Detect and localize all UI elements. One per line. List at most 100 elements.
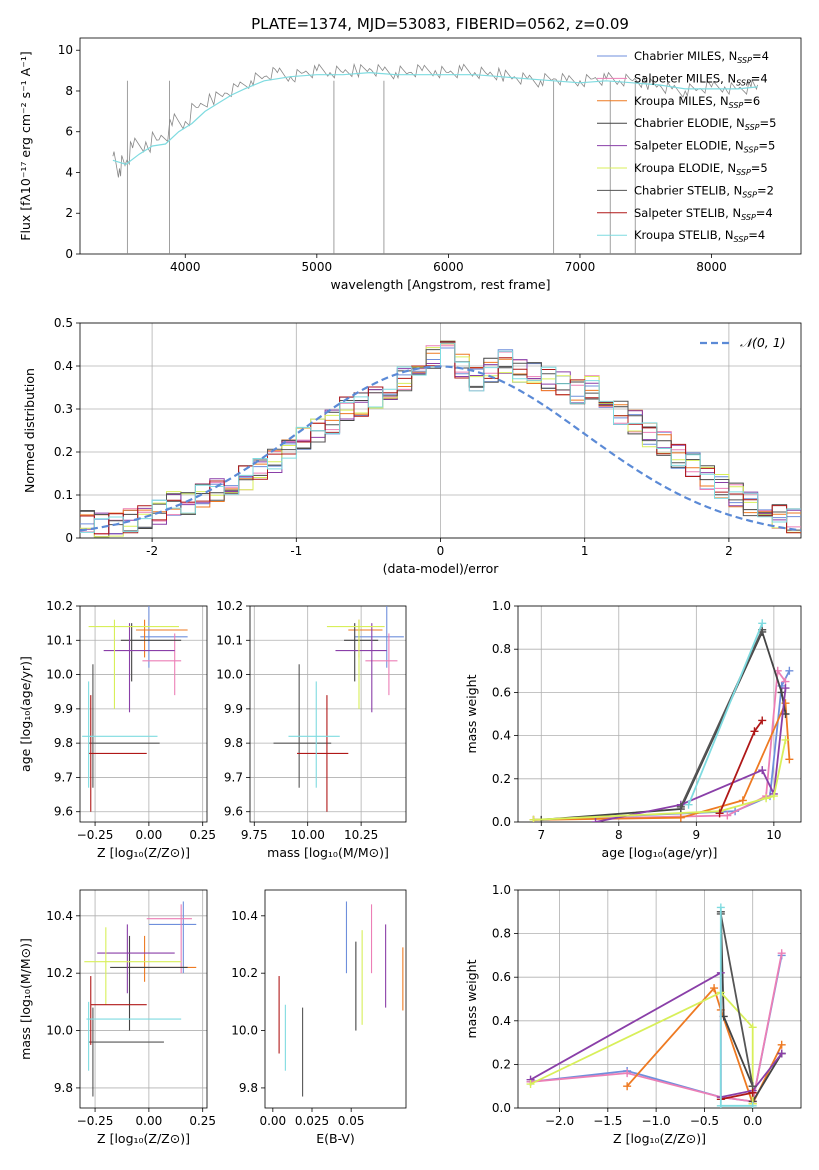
age-vs-z-plot: [82, 606, 188, 812]
y-tick-label: 9.9: [224, 702, 243, 716]
y-tick-label: 0.6: [492, 970, 511, 984]
mass-weight-marker: [748, 1101, 757, 1108]
spectrum-legend: Chabrier MILES, NSSP=4 Salpeter MILES, NS…: [597, 49, 776, 244]
y-tick-label: 0.3: [54, 402, 73, 416]
y-tick-label: 0.4: [54, 359, 73, 373]
y-tick-label: 9.8: [239, 1081, 258, 1095]
y-tick-label: 10.1: [216, 633, 243, 647]
y-tick-label: 0.6: [492, 685, 511, 699]
spectrum-xlabel: wavelength [Angstrom, rest frame]: [330, 277, 550, 292]
mass-weight-marker: [769, 792, 778, 801]
age-vs-mass-xlabel: mass [log₁₀(M/M⊙)]: [267, 845, 389, 860]
mass-weight-line-9: [687, 622, 764, 806]
mass-weight-vs-z-frame: [517, 889, 802, 1109]
y-tick-label: 0.2: [54, 445, 73, 459]
mass-weight-marker: [785, 666, 794, 675]
mass-weight-marker: [748, 1023, 757, 1032]
spectrum-ylabel: Flux [fλ10⁻¹⁷ erg cm⁻² s⁻¹ A⁻¹]: [18, 51, 33, 240]
observed-spectrum-line: [112, 62, 758, 178]
mass-weight-marker: [748, 1088, 757, 1097]
mass-vs-z-axes: −0.25 0.00 0.25 9.8 10.0 10.2 10.4 Z [log₁₀(Z/Z…: [18, 889, 216, 1146]
mass-weight-marker: [777, 1049, 786, 1058]
x-tick-label: -2: [146, 544, 158, 558]
y-tick-label: 10.4: [231, 909, 258, 923]
mass-weight-marker: [676, 802, 685, 811]
ebv-axes: 0.00 0.025 0.05 9.8 10.0 10.2 10.4 E(B-V): [231, 889, 407, 1146]
x-tick-label: −0.5: [690, 1114, 719, 1128]
y-tick-label: 10.4: [46, 909, 73, 923]
mass-weight-line-1: [533, 670, 791, 821]
x-tick-label: -1: [290, 544, 302, 558]
x-tick-label: 8: [615, 828, 623, 842]
y-tick-label: 8: [65, 84, 73, 98]
y-tick-label: 2: [65, 206, 73, 220]
y-tick-label: 10.0: [216, 668, 243, 682]
mass-vs-z-plot: [84, 901, 197, 1097]
mass-weight-vs-age-plot: [529, 619, 794, 822]
x-tick-label: 0.05: [338, 1114, 365, 1128]
mass-weight-marker: [716, 1101, 725, 1108]
mass-weight-vs-age-ylabel: mass weight: [464, 674, 479, 753]
mass-vs-z-xlabel: Z [log₁₀(Z/Z⊙)]: [97, 1131, 190, 1146]
mass-weight-vs-z-plot: [526, 903, 786, 1108]
spectrum-frame: [79, 37, 802, 255]
y-tick-label: 9.7: [224, 770, 243, 784]
mass-weight-vs-z-xlabel: Z [log₁₀(Z/Z⊙)]: [613, 1131, 706, 1146]
x-tick-label: 0.0: [743, 1114, 762, 1128]
residuals-legend: 𝒩(0, 1): [700, 335, 786, 350]
mass-weight-line-6: [533, 739, 787, 821]
y-tick-label: 0.4: [492, 1014, 511, 1028]
mass-vs-z-ylabel: mass [log₁₀(M/M⊙)]: [18, 938, 33, 1060]
ebv-frame: [264, 889, 407, 1109]
mass-weight-marker: [750, 727, 759, 736]
mass-weight-line-7: [719, 913, 754, 1087]
y-tick-label: 9.6: [224, 805, 243, 819]
y-tick-label: 0: [65, 247, 73, 261]
mass-weight-marker: [762, 794, 771, 803]
x-tick-label: −2.0: [545, 1114, 574, 1128]
histogram-step-2: [80, 345, 801, 534]
y-tick-label: 4: [65, 165, 73, 179]
legend-entry: 𝒩(0, 1): [740, 335, 786, 350]
mass-weight-marker: [781, 684, 790, 693]
mass-weight-vs-z-ylabel: mass weight: [464, 959, 479, 1038]
x-tick-label: 6000: [433, 260, 464, 274]
y-tick-label: 0.2: [492, 772, 511, 786]
x-tick-label: 1: [581, 544, 589, 558]
mass-weight-marker: [623, 1082, 632, 1091]
y-tick-label: 10.0: [46, 1024, 73, 1038]
mass-weight-marker: [684, 800, 693, 809]
y-tick-label: 9.8: [54, 1081, 73, 1095]
mass-weight-marker: [723, 811, 732, 820]
x-tick-label: 8000: [696, 260, 727, 274]
y-tick-label: 10.1: [46, 633, 73, 647]
spectrum-plot: [112, 62, 758, 254]
mass-weight-marker: [758, 619, 767, 628]
mass-weight-marker: [591, 818, 600, 822]
x-tick-label: 0.00: [259, 1114, 286, 1128]
age-vs-z-frame: [79, 605, 208, 823]
y-tick-label: 10.2: [231, 966, 258, 980]
mass-weight-vs-z-axes: −2.0 −1.5 −1.0 −0.5 0.0 0.0 0.2 0.4 0.6 0.8 1.0 Z […: [464, 883, 802, 1146]
residuals-xlabel: (data-model)/error: [383, 561, 500, 576]
x-tick-label: 10.00: [291, 828, 325, 842]
y-tick-label: 10.0: [231, 1024, 258, 1038]
mass-weight-marker: [777, 1040, 786, 1049]
mass-weight-marker: [710, 984, 719, 993]
residuals-axes: -2 -1 0 1 2 0 0.1 0.2 0.3 0.4 0.5 (data-model)/erro…: [22, 316, 802, 576]
mass-weight-line-7: [679, 629, 764, 808]
mass-weight-marker: [676, 813, 685, 822]
mass-weight-marker: [526, 1080, 535, 1089]
x-tick-label: 0.00: [136, 1114, 163, 1128]
histogram-step-9: [80, 342, 801, 533]
age-vs-mass-axes: 9.75 10.00 10.25 9.6 9.7 9.8 9.9 10.0 10.1 10.2 ma…: [216, 599, 407, 860]
residuals-frame: [79, 322, 802, 539]
mass-weight-marker: [716, 903, 725, 912]
y-tick-label: 10.2: [46, 966, 73, 980]
spectrum-axes: 4000 5000 6000 7000 8000 0 2 4 6 8 10 wavelength [A…: [18, 37, 802, 292]
residuals-plot: [80, 340, 801, 538]
x-tick-label: 7: [537, 828, 545, 842]
legend-entry: Salpeter STELIB, NSSP=4: [634, 206, 773, 222]
y-tick-label: 1.0: [492, 883, 511, 897]
